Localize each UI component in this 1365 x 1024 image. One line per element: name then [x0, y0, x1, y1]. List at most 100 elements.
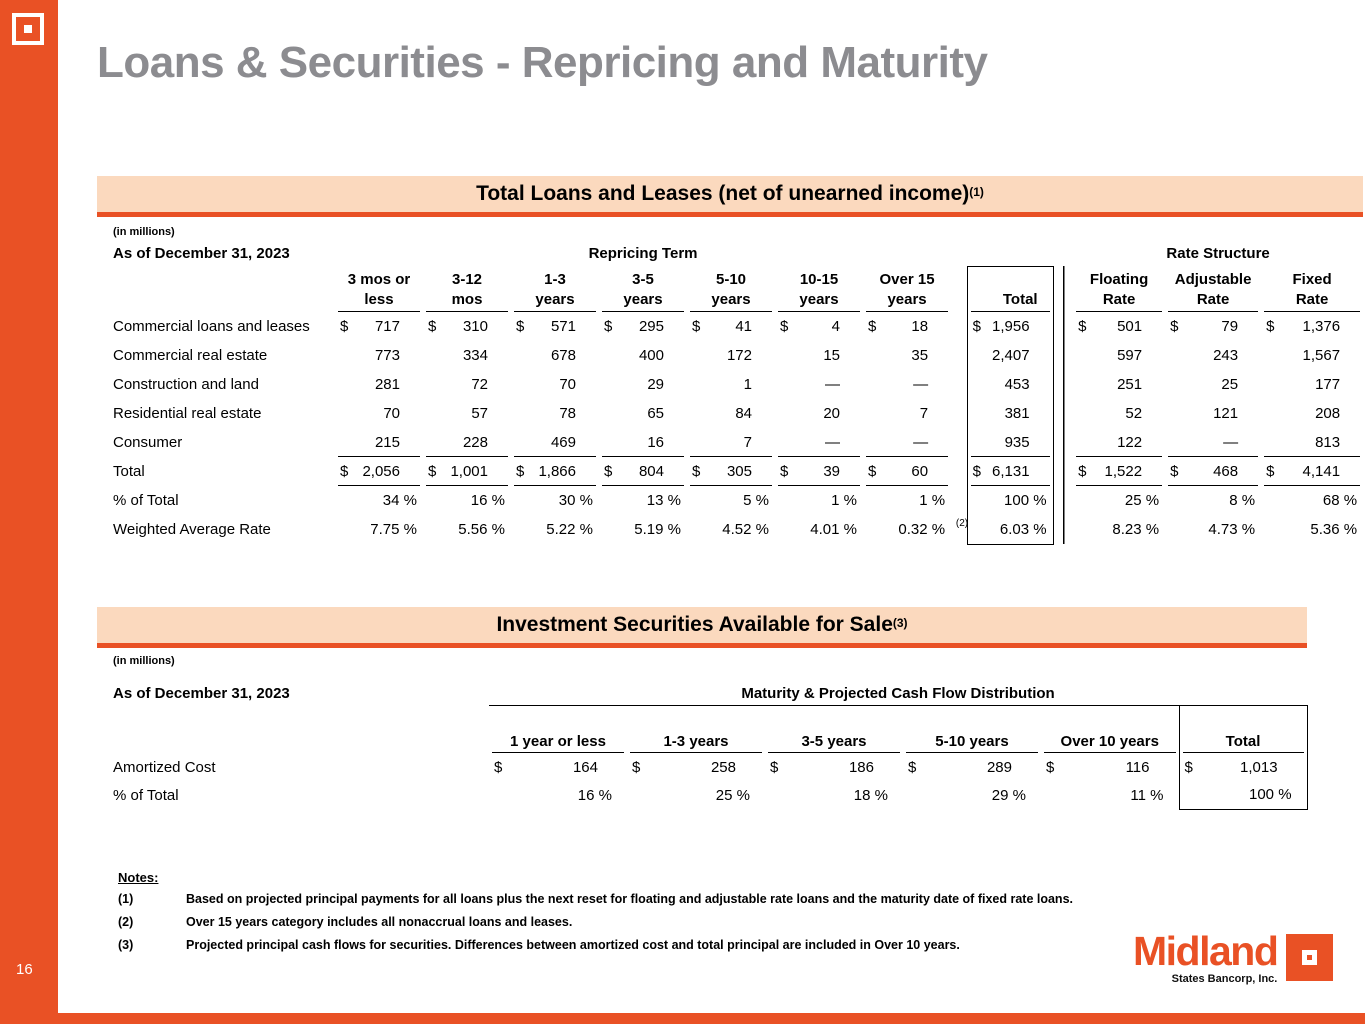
maturity-distribution-header: Maturity & Projected Cash Flow Distribut…	[489, 669, 1308, 706]
currency-symbol: $	[780, 462, 789, 480]
table-cell: 100 %	[1178, 781, 1308, 810]
table-cell: 251	[1073, 370, 1165, 399]
note-item: (3) Projected principal cash flows for s…	[118, 938, 1308, 954]
table-cell: 20	[775, 399, 863, 428]
table-cell: 65	[599, 399, 687, 428]
column-divider	[1053, 486, 1074, 515]
currency-symbol: $	[632, 758, 641, 776]
note-text: Over 15 years category includes all nona…	[186, 914, 573, 929]
cell-value: 1 %	[831, 492, 857, 509]
column-spacer	[951, 341, 967, 370]
cell-value: 78	[559, 405, 576, 422]
cell-value: 18 %	[853, 786, 888, 804]
table-row: Commercial real estate 773 334 678 400 172 15 3…	[113, 341, 1363, 370]
cell-value: 773	[374, 347, 400, 364]
notes-section: Notes: (1) Based on projected principal …	[118, 870, 1308, 960]
column-spacer	[951, 486, 967, 515]
column-header: 1 year or less	[489, 705, 627, 753]
cell-value: 15	[823, 347, 840, 364]
currency-symbol: $	[1046, 758, 1055, 776]
table-cell: 469	[511, 428, 599, 457]
row-label: Amortized Cost	[113, 758, 216, 776]
cell-value: 2,056	[362, 462, 400, 480]
page-number: 16	[16, 961, 33, 978]
table-cell: 7.75 %	[335, 515, 423, 544]
cell-value: 717	[374, 318, 400, 335]
column-spacer	[951, 266, 967, 312]
cell-value: 1,001	[450, 462, 488, 480]
table-cell: $571	[511, 312, 599, 341]
table-cell: 121	[1165, 399, 1261, 428]
cell-value: 258	[710, 758, 736, 776]
table-cell: —	[775, 428, 863, 457]
cell-value: 20	[823, 405, 840, 422]
bottom-accent-bar	[58, 1013, 1365, 1024]
cell-value: 13 %	[646, 492, 681, 509]
table-cell: —	[863, 428, 951, 457]
cell-value: 251	[1117, 376, 1143, 393]
table-cell: 68 %	[1261, 486, 1363, 515]
cell-value: 16 %	[577, 786, 612, 804]
table-cell: $60	[863, 457, 951, 486]
cell-value: 7	[743, 433, 752, 451]
slide-title: Loans & Securities - Repricing and Matur…	[97, 38, 988, 87]
currency-symbol: $	[1170, 318, 1179, 335]
currency-symbol: $	[340, 462, 349, 480]
table-cell: 57	[423, 399, 511, 428]
notes-heading: Notes:	[118, 870, 159, 885]
cell-value: 678	[550, 347, 576, 364]
cell-value: 8.23 %	[1112, 521, 1160, 538]
table-cell: 1 %	[775, 486, 863, 515]
row-label: Total	[113, 463, 145, 480]
cell-value: 72	[471, 376, 488, 393]
cell-value: 7	[919, 405, 929, 422]
currency-symbol: $	[428, 462, 437, 480]
table-cell: 5.56 %	[423, 515, 511, 544]
midland-logo-text: Midland States Bancorp, Inc.	[1133, 928, 1279, 985]
currency-symbol: $	[604, 462, 613, 480]
midland-subtext: States Bancorp, Inc.	[1171, 972, 1278, 985]
currency-symbol: $	[868, 318, 877, 335]
midland-logo-icon	[1286, 934, 1334, 981]
table-group-header-row: As of December 31, 2023 Repricing Term R…	[113, 240, 1363, 266]
cell-value: 4.52 %	[722, 521, 769, 538]
table-cell: $79	[1165, 312, 1261, 341]
midland-wordmark: Midland	[1133, 928, 1279, 974]
cell-value: 2,407	[992, 347, 1030, 364]
cell-value: 1,376	[1302, 318, 1341, 335]
cell-value: 8 %	[1229, 492, 1256, 509]
currency-symbol: $	[516, 318, 525, 335]
loans-table: As of December 31, 2023 Repricing Term R…	[113, 240, 1363, 545]
table-cell: $1,866	[511, 457, 599, 486]
column-header: 3 mos or less	[335, 266, 423, 312]
cell-value: 289	[986, 758, 1012, 776]
cell-value: 25 %	[715, 786, 750, 804]
cell-value: 1,956	[992, 318, 1030, 335]
column-divider	[1053, 312, 1074, 341]
cell-value: 1,567	[1302, 347, 1341, 364]
cell-value: 25 %	[1124, 492, 1160, 509]
table-cell: 0.32 % (2)	[863, 515, 968, 544]
table-cell: $804	[599, 457, 687, 486]
cell-value: 804	[638, 462, 664, 480]
cell-value: 25	[1221, 376, 1239, 393]
table-cell: $1,376	[1261, 312, 1363, 341]
note-item: (2) Over 15 years category includes all …	[118, 915, 1308, 931]
left-sidebar: 16	[0, 0, 58, 1024]
cell-value: 121	[1213, 405, 1239, 422]
table-cell: 15	[775, 341, 863, 370]
cell-value: 0.32 %	[898, 521, 946, 538]
footnote-ref: (3)	[892, 616, 908, 630]
securities-table: As of December 31, 2023 Maturity & Proje…	[113, 669, 1308, 810]
table-cell: $305	[687, 457, 775, 486]
table-cell: 122	[1073, 428, 1165, 457]
table-cell: —	[863, 370, 951, 399]
as-of-label: As of December 31, 2023	[113, 244, 290, 262]
table-cell: 5.19 %	[599, 515, 687, 544]
table-cell: 4.52 %	[687, 515, 775, 544]
row-label: Consumer	[113, 434, 183, 451]
cell-value: 208	[1315, 405, 1341, 422]
table-column-header-row: 1 year or less 1-3 years 3-5 years 5-10 …	[113, 704, 1308, 753]
cell-value: 6,131	[992, 462, 1030, 480]
loans-section-band: Total Loans and Leases (net of unearned …	[97, 176, 1363, 217]
